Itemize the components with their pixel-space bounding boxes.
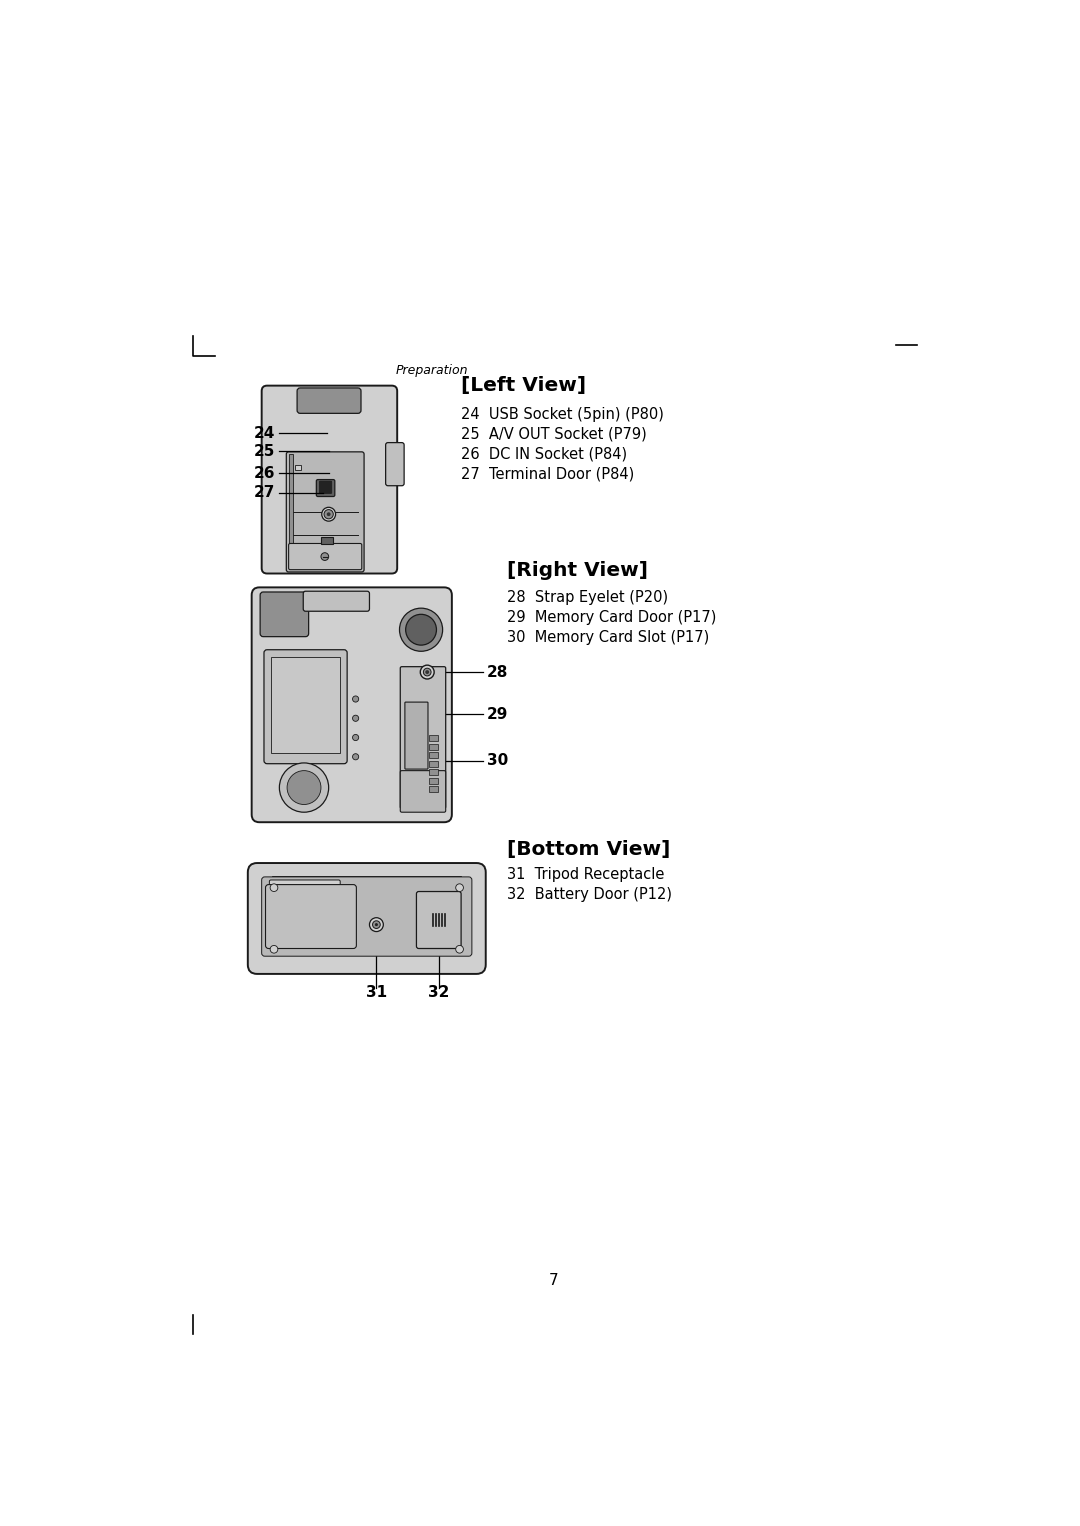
Text: 7: 7	[549, 1273, 558, 1288]
FancyBboxPatch shape	[261, 386, 397, 574]
FancyBboxPatch shape	[316, 479, 335, 496]
Circle shape	[352, 716, 359, 722]
Circle shape	[270, 946, 278, 954]
Circle shape	[456, 946, 463, 954]
FancyBboxPatch shape	[405, 702, 428, 769]
Bar	[429, 752, 438, 758]
Circle shape	[375, 923, 378, 926]
FancyBboxPatch shape	[266, 885, 356, 949]
Text: 31: 31	[366, 986, 387, 1000]
Circle shape	[406, 615, 436, 645]
FancyBboxPatch shape	[417, 891, 461, 949]
Circle shape	[352, 734, 359, 740]
Text: 26: 26	[253, 465, 274, 481]
Text: 24  USB Socket (5pin) (P80): 24 USB Socket (5pin) (P80)	[461, 407, 664, 421]
Bar	[429, 778, 438, 784]
Circle shape	[352, 754, 359, 760]
FancyBboxPatch shape	[286, 452, 364, 572]
Text: 24: 24	[254, 426, 274, 441]
Bar	[429, 736, 438, 742]
FancyBboxPatch shape	[288, 543, 362, 569]
Circle shape	[369, 917, 383, 931]
Text: 25  A/V OUT Socket (P79): 25 A/V OUT Socket (P79)	[461, 427, 647, 443]
Bar	[295, 465, 301, 470]
FancyBboxPatch shape	[264, 650, 347, 763]
Circle shape	[423, 668, 431, 676]
Text: 31  Tripod Receptacle: 31 Tripod Receptacle	[508, 867, 664, 882]
Circle shape	[324, 510, 334, 519]
Circle shape	[322, 507, 336, 522]
Text: 27  Terminal Door (P84): 27 Terminal Door (P84)	[461, 467, 634, 482]
Bar	[288, 455, 294, 566]
Text: 30: 30	[486, 754, 508, 768]
Bar	[271, 656, 340, 752]
Circle shape	[327, 513, 330, 516]
FancyBboxPatch shape	[320, 481, 332, 493]
Text: 28: 28	[486, 664, 508, 679]
Bar	[272, 876, 461, 884]
Circle shape	[270, 884, 278, 891]
Circle shape	[287, 771, 321, 804]
Circle shape	[280, 763, 328, 812]
Bar	[429, 760, 438, 766]
Text: 30  Memory Card Slot (P17): 30 Memory Card Slot (P17)	[508, 630, 710, 645]
FancyBboxPatch shape	[260, 592, 309, 636]
Circle shape	[400, 609, 443, 652]
Bar	[321, 537, 334, 545]
Circle shape	[426, 670, 429, 674]
Text: [Right View]: [Right View]	[508, 560, 648, 580]
Text: 26  DC IN Socket (P84): 26 DC IN Socket (P84)	[461, 447, 627, 462]
Text: [Bottom View]: [Bottom View]	[508, 841, 671, 859]
FancyBboxPatch shape	[252, 588, 451, 823]
FancyBboxPatch shape	[303, 591, 369, 612]
FancyBboxPatch shape	[386, 443, 404, 485]
Text: [Left View]: [Left View]	[461, 375, 586, 395]
Text: 32  Battery Door (P12): 32 Battery Door (P12)	[508, 887, 672, 902]
Circle shape	[420, 665, 434, 679]
Bar	[429, 786, 438, 792]
Text: 32: 32	[428, 986, 449, 1000]
Text: 29: 29	[486, 707, 508, 722]
Text: 27: 27	[254, 485, 274, 501]
Text: Preparation: Preparation	[395, 365, 468, 377]
FancyBboxPatch shape	[247, 864, 486, 974]
FancyBboxPatch shape	[401, 667, 446, 809]
Text: 25: 25	[254, 444, 274, 459]
Circle shape	[373, 920, 380, 928]
Circle shape	[456, 884, 463, 891]
FancyBboxPatch shape	[261, 877, 472, 957]
Circle shape	[352, 696, 359, 702]
Text: 29  Memory Card Door (P17): 29 Memory Card Door (P17)	[508, 610, 717, 626]
Text: 28  Strap Eyelet (P20): 28 Strap Eyelet (P20)	[508, 591, 669, 606]
FancyBboxPatch shape	[269, 881, 340, 906]
Bar	[429, 743, 438, 749]
FancyBboxPatch shape	[297, 388, 361, 414]
Bar	[429, 769, 438, 775]
Circle shape	[321, 552, 328, 560]
FancyBboxPatch shape	[401, 771, 446, 812]
